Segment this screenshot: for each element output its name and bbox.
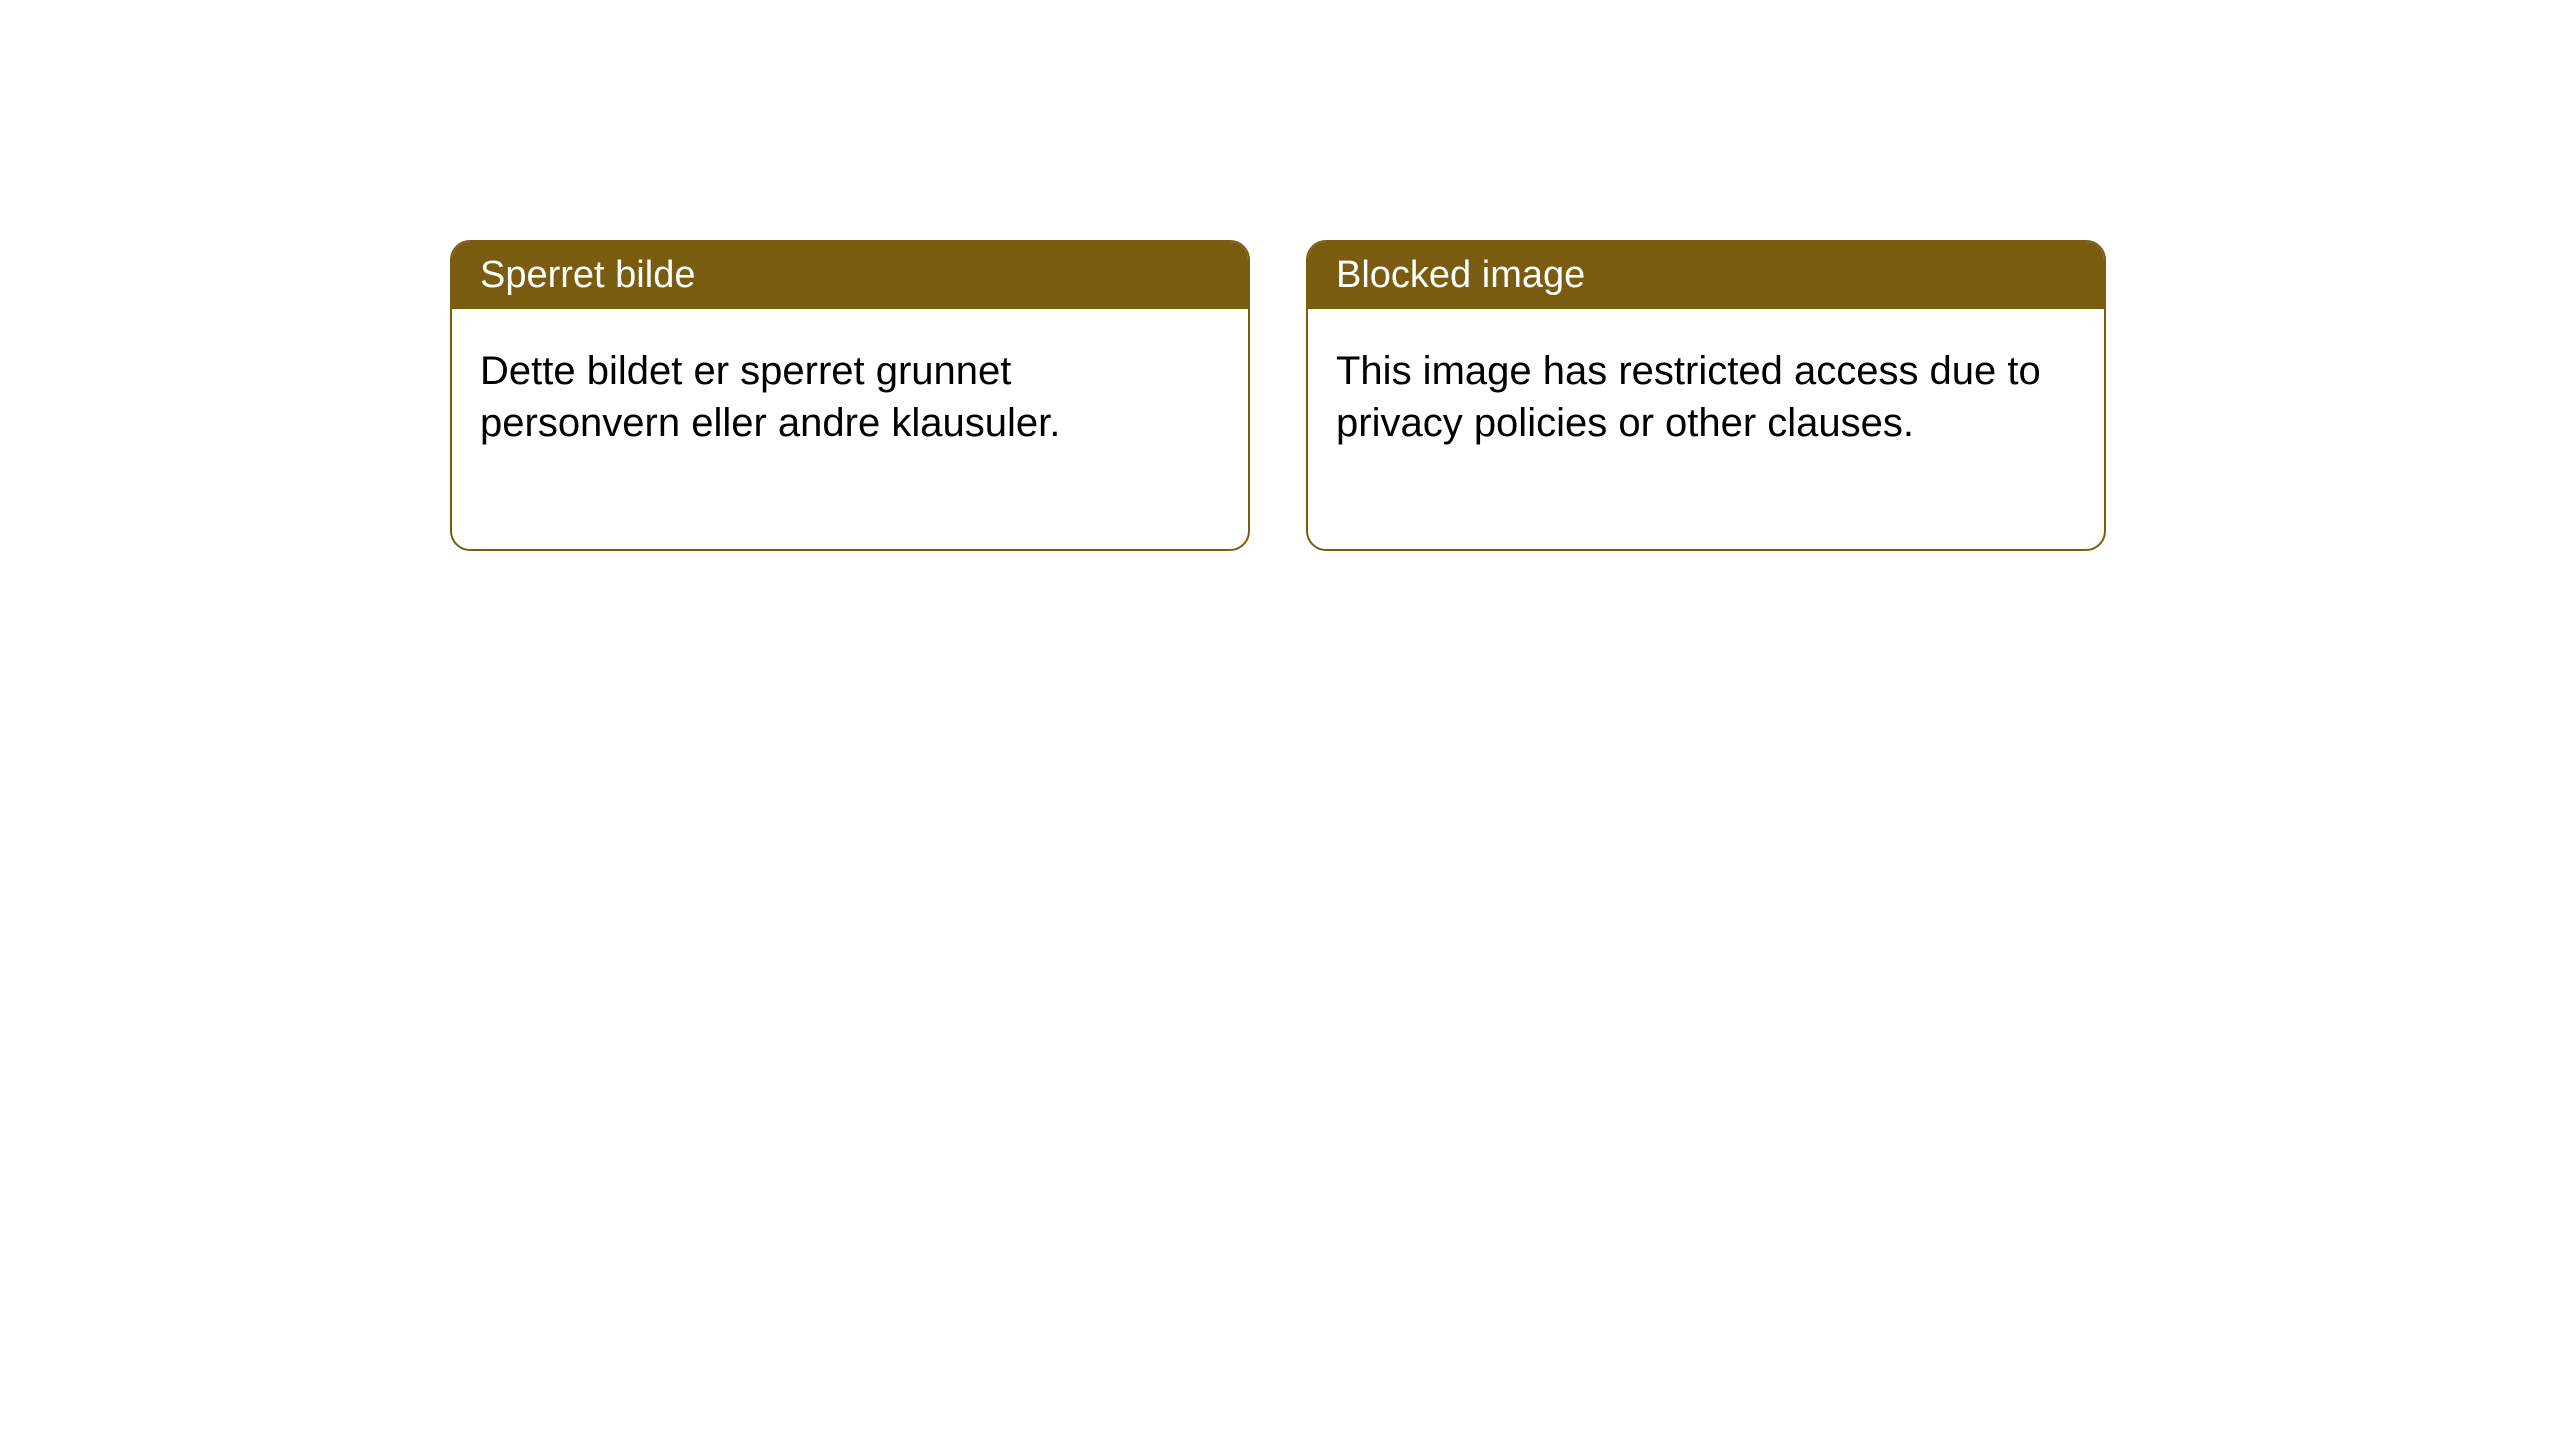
notice-body-text: Dette bildet er sperret grunnet personve… [480,349,1060,445]
notice-header: Blocked image [1308,242,2104,309]
notice-container: Sperret bilde Dette bildet er sperret gr… [450,240,2106,551]
notice-header: Sperret bilde [452,242,1248,309]
notice-title: Blocked image [1336,254,1585,296]
notice-body: This image has restricted access due to … [1308,309,2104,549]
notice-card-norwegian: Sperret bilde Dette bildet er sperret gr… [450,240,1250,551]
notice-title: Sperret bilde [480,254,695,296]
notice-body: Dette bildet er sperret grunnet personve… [452,309,1248,549]
notice-card-english: Blocked image This image has restricted … [1306,240,2106,551]
notice-body-text: This image has restricted access due to … [1336,349,2041,445]
